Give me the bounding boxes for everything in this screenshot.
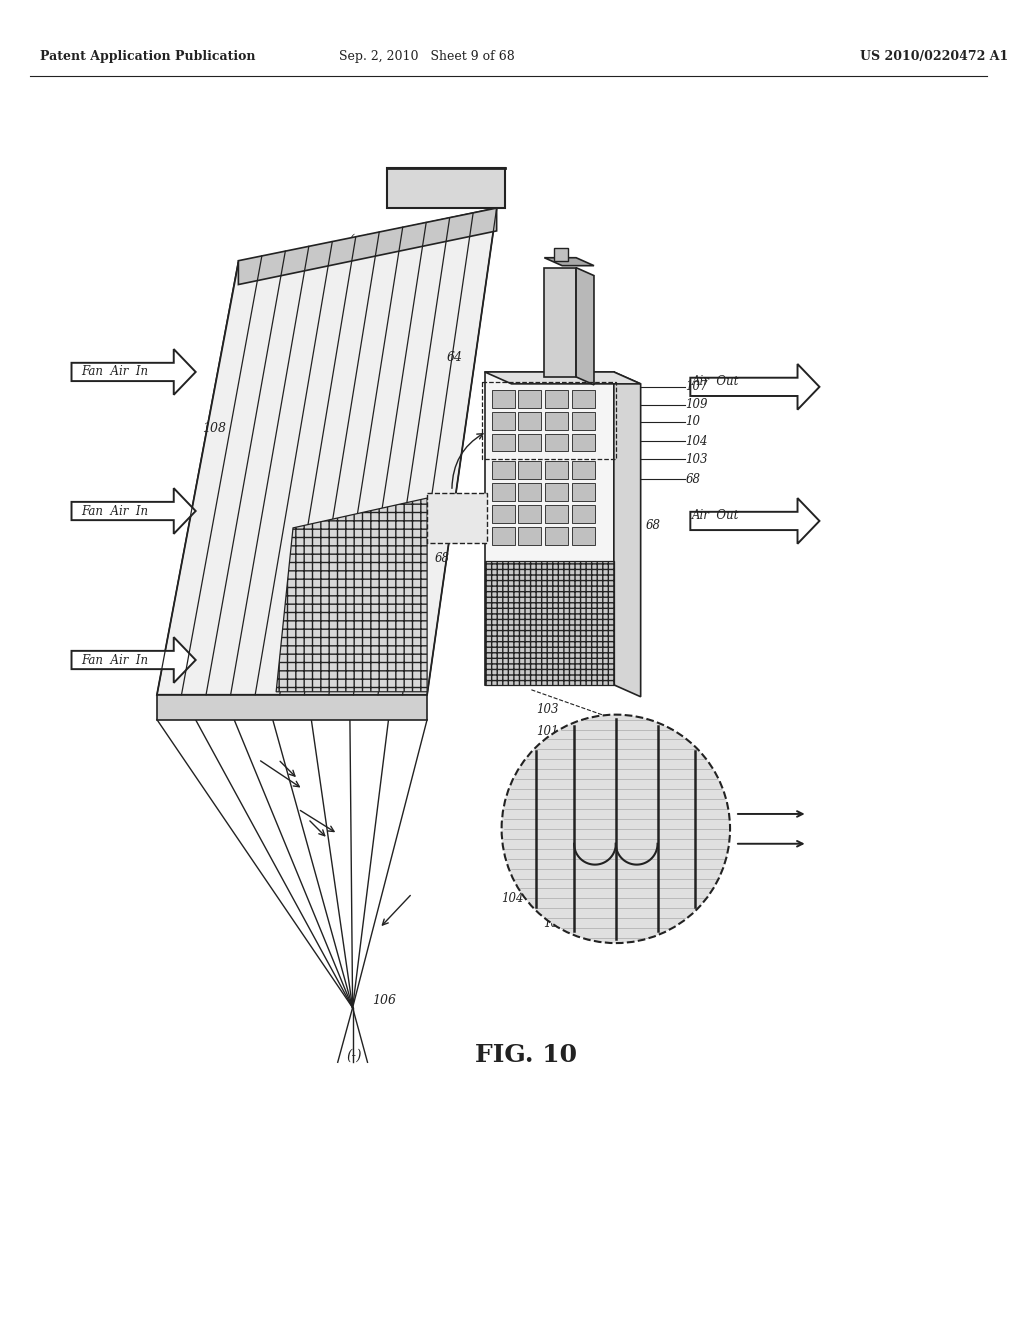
Text: 104: 104 [596,748,618,760]
Text: (-): (-) [347,1048,362,1063]
Polygon shape [572,412,595,429]
Text: 104: 104 [502,892,524,906]
Polygon shape [546,389,568,408]
Polygon shape [518,433,542,451]
Text: 101: 101 [537,725,559,738]
Polygon shape [572,462,595,479]
Text: 102: 102 [544,916,566,929]
Polygon shape [484,372,613,685]
Polygon shape [572,527,595,545]
Text: 68: 68 [645,519,660,532]
Polygon shape [492,483,514,502]
Text: 64: 64 [446,351,463,363]
Polygon shape [492,412,514,429]
Text: 10: 10 [685,414,700,428]
Polygon shape [276,498,427,692]
Polygon shape [492,506,514,523]
Polygon shape [518,462,542,479]
Polygon shape [554,248,568,261]
Polygon shape [484,372,641,384]
Polygon shape [518,506,542,523]
Text: Sep. 2, 2010   Sheet 9 of 68: Sep. 2, 2010 Sheet 9 of 68 [339,50,515,62]
Polygon shape [690,498,819,544]
Text: Fan  Air  In: Fan Air In [82,504,148,517]
Text: 64: 64 [558,294,574,308]
Text: .107: .107 [432,495,459,508]
Text: FIG. 10: FIG. 10 [475,1043,578,1068]
Polygon shape [546,506,568,523]
Polygon shape [518,389,542,408]
Polygon shape [492,462,514,479]
Text: 103: 103 [685,453,708,466]
Text: (+): (+) [348,234,371,248]
Text: 68: 68 [435,552,450,565]
Text: 109: 109 [685,399,708,412]
Text: 103: 103 [542,828,564,841]
Polygon shape [546,433,568,451]
Text: Fan  Air  In: Fan Air In [82,366,148,379]
Text: Air  Out: Air Out [692,510,739,523]
Text: Patent Application Publication: Patent Application Publication [40,50,255,62]
Polygon shape [572,483,595,502]
Polygon shape [546,462,568,479]
Polygon shape [427,494,486,543]
Text: 68: 68 [664,833,679,845]
Polygon shape [518,412,542,429]
Text: US 2010/0220472 A1: US 2010/0220472 A1 [859,50,1008,62]
Text: 103: 103 [537,704,559,717]
Text: Fan  Air  In: Fan Air In [82,653,148,667]
Polygon shape [546,483,568,502]
Polygon shape [545,268,577,378]
Polygon shape [572,433,595,451]
Polygon shape [492,389,514,408]
Polygon shape [518,527,542,545]
Polygon shape [546,412,568,429]
Polygon shape [545,257,594,265]
Polygon shape [492,527,514,545]
Polygon shape [72,488,196,533]
Polygon shape [72,348,196,395]
Polygon shape [572,506,595,523]
Polygon shape [157,694,427,719]
Text: 107: 107 [685,380,708,393]
Polygon shape [613,372,641,697]
Polygon shape [518,483,542,502]
Text: 106: 106 [373,994,396,1007]
Polygon shape [492,433,514,451]
Polygon shape [690,364,819,409]
Polygon shape [72,638,196,682]
Polygon shape [157,209,497,694]
Text: 101: 101 [655,772,678,785]
Polygon shape [387,169,505,209]
Polygon shape [577,268,594,385]
Text: 104: 104 [685,436,708,447]
Text: 68: 68 [685,473,700,486]
Polygon shape [484,561,613,685]
Polygon shape [572,389,595,408]
Polygon shape [546,527,568,545]
Circle shape [502,714,730,942]
Polygon shape [239,209,497,285]
Text: 108: 108 [203,422,226,436]
Text: Air  Out: Air Out [692,375,739,388]
